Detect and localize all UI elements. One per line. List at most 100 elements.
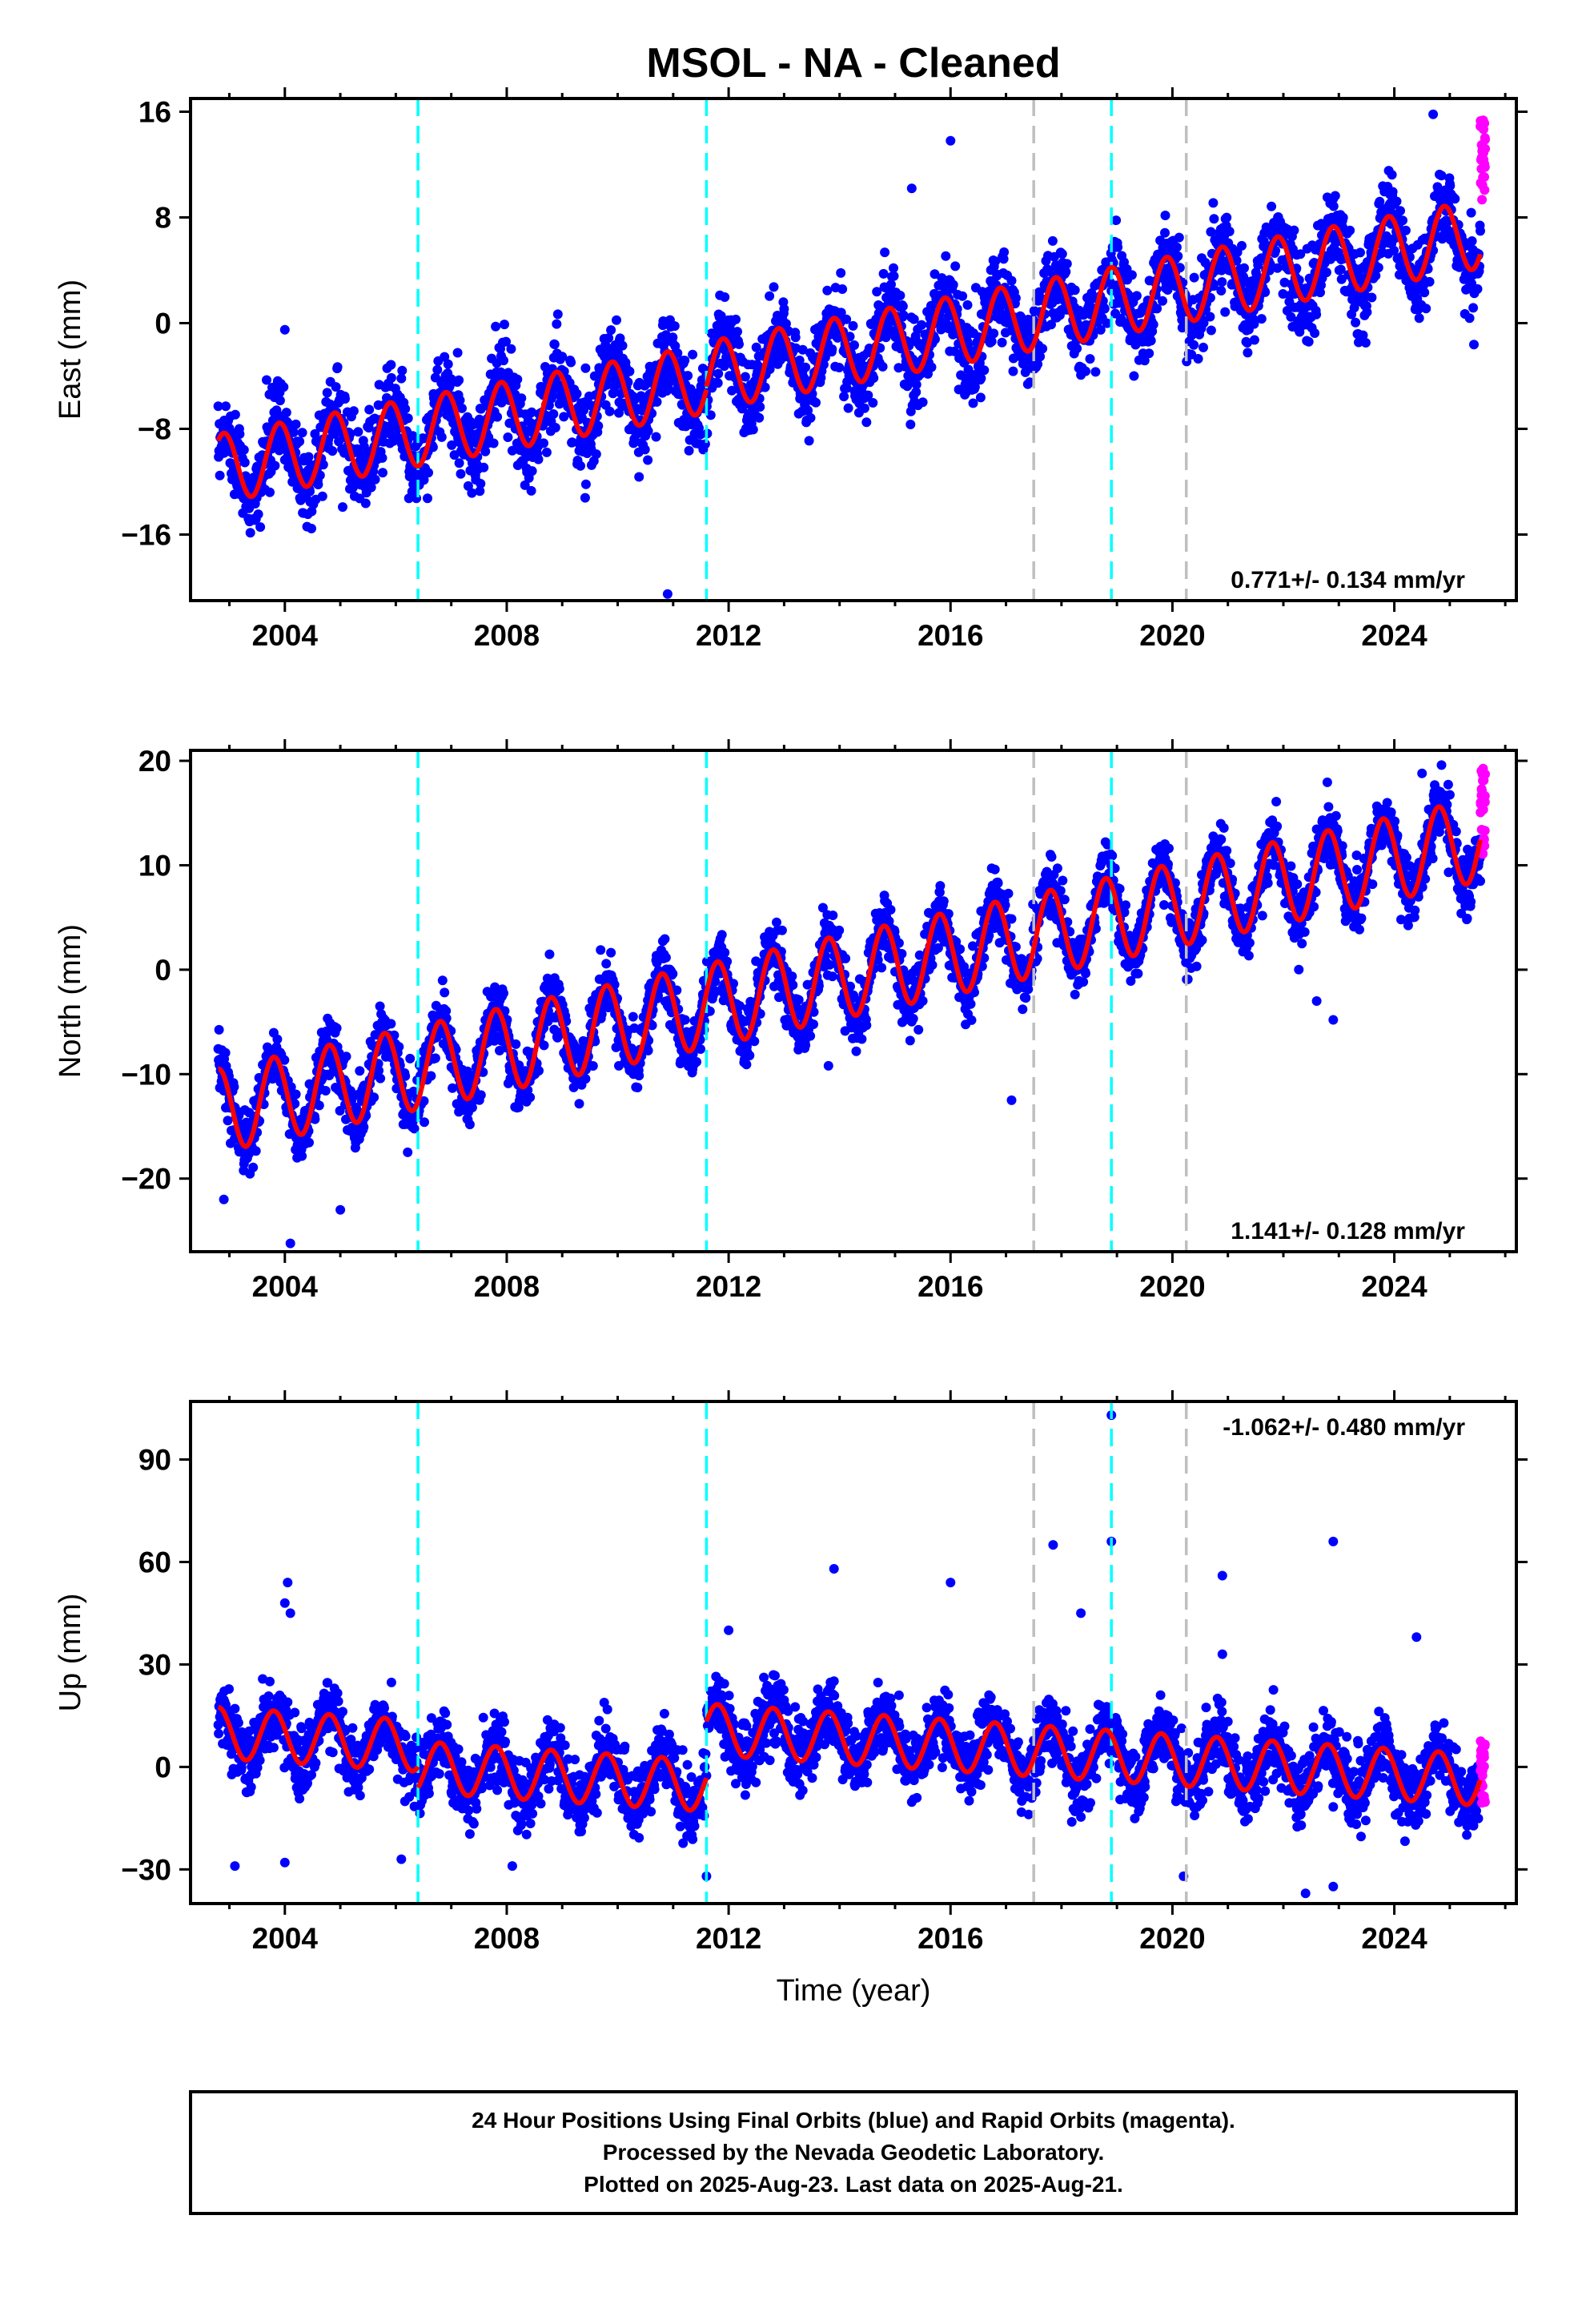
data-point <box>668 969 678 979</box>
rapid-orbit-point <box>1480 143 1491 154</box>
x-tick-label: 2024 <box>1361 619 1427 652</box>
data-point <box>403 1147 413 1157</box>
data-point <box>1206 227 1216 237</box>
data-point <box>606 947 616 958</box>
data-point <box>307 524 316 533</box>
data-point <box>777 925 787 935</box>
data-point <box>221 401 231 412</box>
data-point <box>1038 344 1048 354</box>
data-point <box>1102 318 1112 328</box>
data-point <box>318 460 328 470</box>
data-point <box>596 945 606 955</box>
data-point <box>526 485 536 496</box>
data-point <box>419 475 429 485</box>
data-point <box>647 1020 657 1031</box>
data-point <box>1367 292 1377 303</box>
data-point <box>849 340 859 350</box>
data-point <box>909 314 919 324</box>
data-point <box>370 474 380 485</box>
data-point <box>341 1051 351 1062</box>
data-point <box>386 372 396 383</box>
data-point <box>297 1151 307 1161</box>
data-point <box>1295 249 1306 259</box>
data-point <box>286 1082 296 1092</box>
data-point <box>803 405 813 416</box>
data-point <box>430 1053 440 1063</box>
data-point <box>628 1011 638 1022</box>
data-point <box>375 1073 386 1084</box>
data-point <box>845 332 855 342</box>
data-point <box>1398 215 1407 226</box>
rapid-orbit-point <box>1480 133 1490 143</box>
data-point <box>552 319 562 329</box>
data-point <box>527 407 537 417</box>
data-point <box>976 373 986 384</box>
data-point <box>979 365 990 376</box>
data-point <box>310 1114 320 1124</box>
outlier-point <box>279 324 290 335</box>
data-point <box>1419 287 1430 298</box>
data-point <box>820 352 830 363</box>
data-point <box>1158 296 1167 306</box>
data-point <box>253 509 263 520</box>
data-point <box>684 445 694 456</box>
data-point <box>533 454 544 464</box>
data-point <box>593 420 604 431</box>
data-point <box>827 971 837 982</box>
outlier-point <box>1428 109 1439 119</box>
data-point <box>454 375 464 385</box>
data-point <box>834 925 845 935</box>
x-tick-label: 2012 <box>696 619 761 652</box>
data-point <box>377 452 387 463</box>
data-point <box>640 444 650 455</box>
data-point <box>601 959 612 969</box>
data-point <box>604 406 615 416</box>
data-point <box>534 1066 544 1076</box>
data-point <box>428 442 438 452</box>
data-point <box>1355 247 1365 258</box>
data-point <box>230 409 240 420</box>
data-point <box>1468 303 1479 313</box>
data-point <box>1208 281 1219 292</box>
rapid-orbit-point <box>1480 159 1489 169</box>
data-point <box>1414 313 1424 324</box>
data-point <box>1216 286 1227 296</box>
data-point <box>559 412 569 422</box>
data-point <box>745 1051 755 1060</box>
data-point <box>878 268 889 279</box>
data-point <box>1070 285 1080 296</box>
data-point <box>279 1055 290 1065</box>
data-point <box>1249 319 1259 329</box>
data-point <box>1193 354 1203 364</box>
data-point <box>1206 325 1216 336</box>
data-point <box>1360 338 1371 348</box>
data-point <box>320 1086 331 1096</box>
data-point <box>1387 187 1398 197</box>
data-point <box>970 382 980 392</box>
model-fit-line <box>215 349 709 500</box>
data-point <box>787 971 797 982</box>
data-point <box>360 498 371 509</box>
data-point <box>717 930 727 940</box>
data-point <box>877 963 887 973</box>
data-point <box>926 362 937 372</box>
data-point <box>353 427 363 437</box>
rapid-orbit-point <box>1476 116 1486 126</box>
data-point <box>1146 336 1156 346</box>
data-point <box>270 460 280 471</box>
data-point <box>801 362 811 372</box>
data-point <box>839 392 849 402</box>
data-point <box>1035 352 1046 362</box>
data-point <box>1129 371 1139 381</box>
chart-panel-north: 2004 2008 2012 2016 2020 2024−20−1001020North… <box>54 739 1528 1303</box>
data-point <box>557 352 568 362</box>
data-point <box>467 1103 477 1112</box>
data-point <box>859 403 869 413</box>
data-point <box>1330 191 1340 201</box>
data-point <box>797 344 808 355</box>
data-point <box>1303 336 1314 347</box>
data-point <box>805 412 816 423</box>
data-point <box>705 410 716 420</box>
